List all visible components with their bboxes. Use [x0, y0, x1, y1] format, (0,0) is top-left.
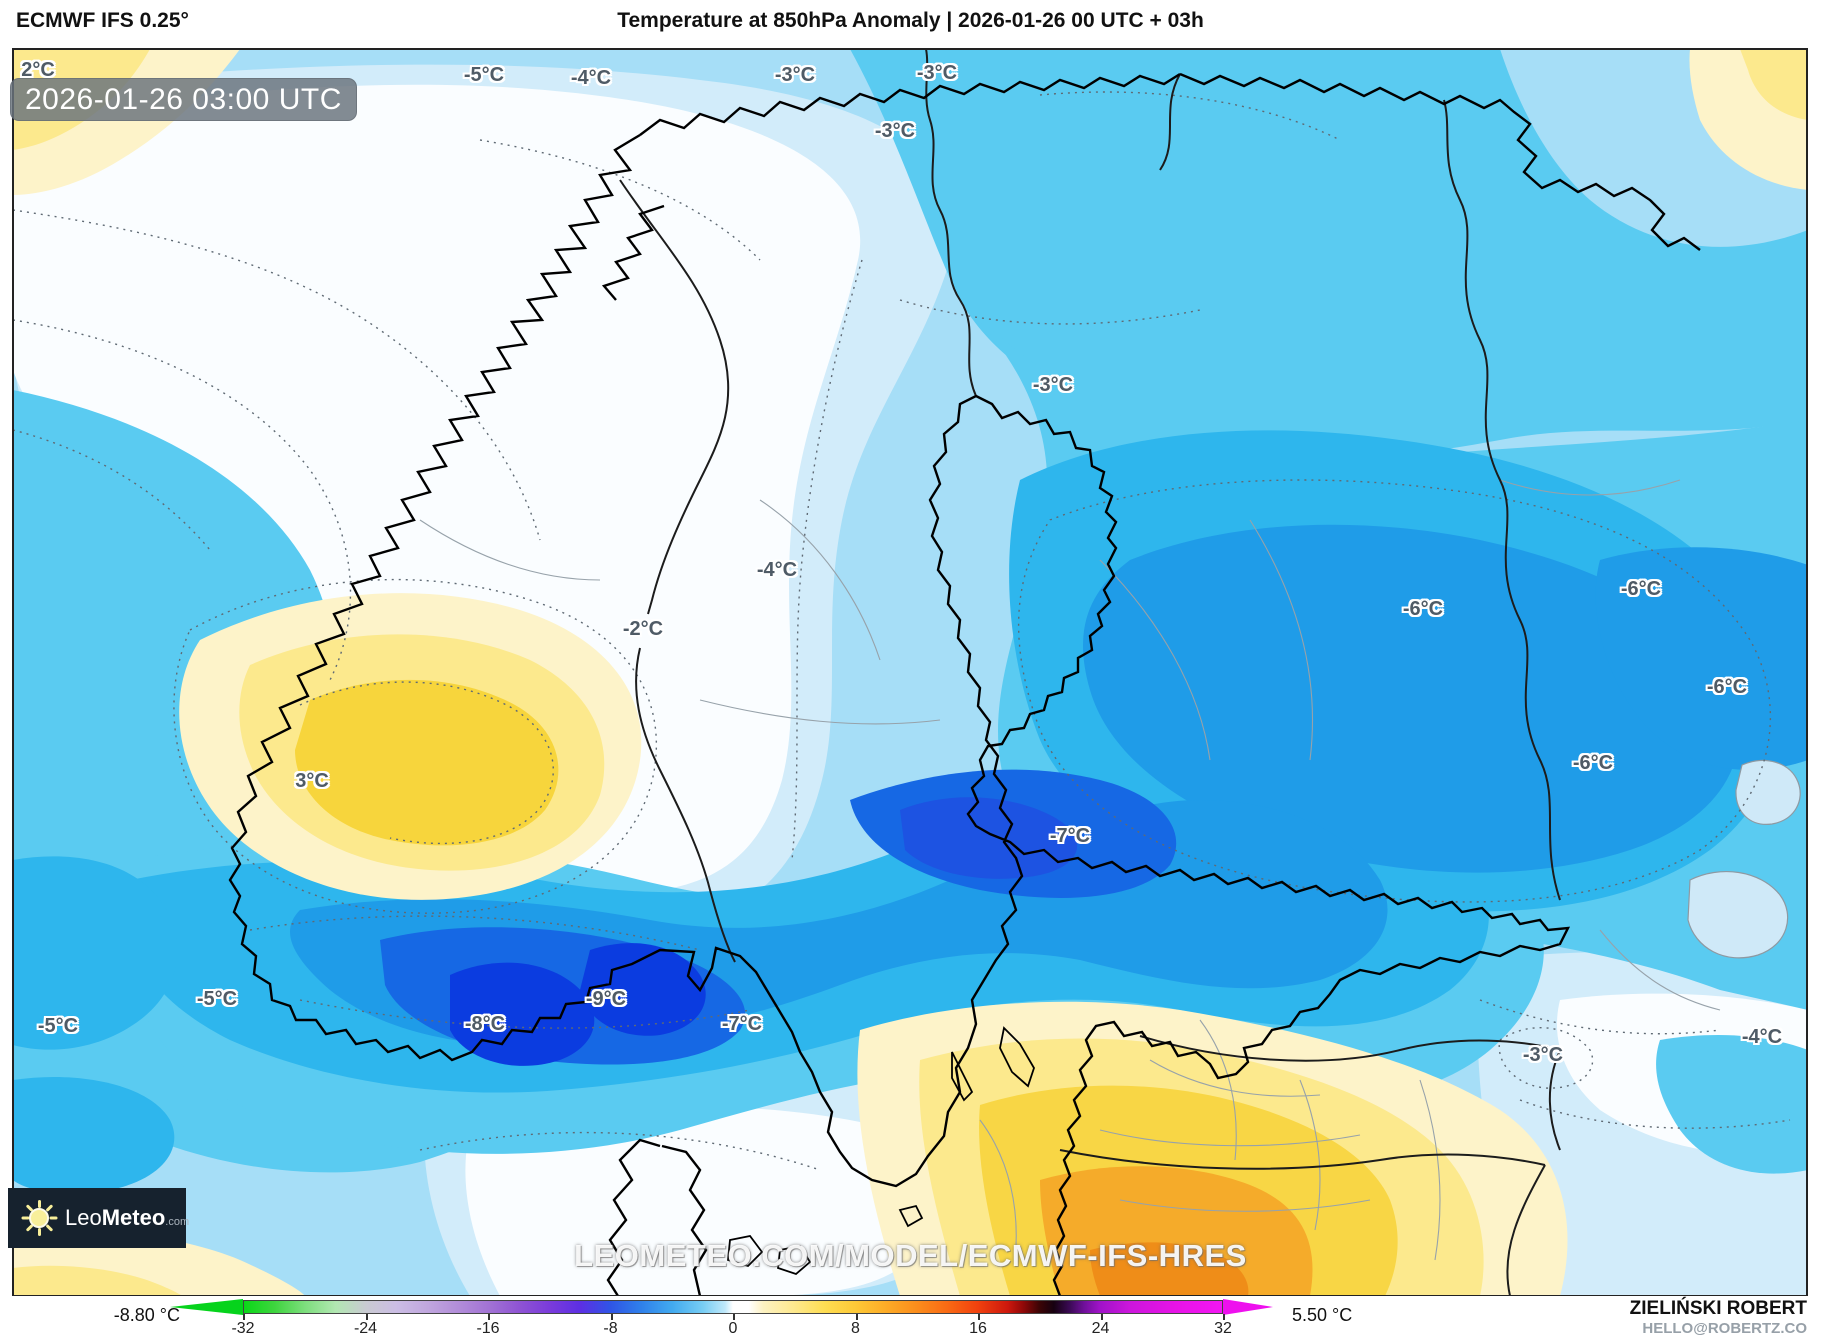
timestamp-text: 2026-01-26 03:00 UTC: [25, 82, 342, 116]
colorbar-tick-mark: [365, 1314, 368, 1320]
logo-brand-bold: Meteo: [101, 1205, 166, 1230]
colorbar-tick-mark: [488, 1314, 490, 1320]
temp-label: -6°C: [1706, 676, 1748, 699]
model-name: ECMWF IFS 0.25°: [16, 9, 189, 32]
temp-label: -5°C: [37, 1015, 79, 1038]
sun-core: [29, 1208, 49, 1228]
colorbar-gradient: [243, 1300, 1223, 1314]
anomaly-zone-deepblue-finland: [1083, 524, 1740, 873]
colorbar-tick-label: -32: [231, 1320, 255, 1337]
sun-ray: [49, 1216, 58, 1220]
colorbar-tick-label: 32: [1214, 1320, 1232, 1337]
temp-label: -6°C: [1620, 578, 1662, 601]
credit-email: HELLO@ROBERTZ.CO: [1642, 1320, 1807, 1337]
lake-onega: [1735, 759, 1801, 825]
anomaly-zone-midblue-left2: [13, 1076, 175, 1194]
footer-bar: -8.80 °C 5.50 °C -32 -24 -16 -8 0 8 16 24 32 ZIE…: [0, 1296, 1821, 1338]
sun-ray: [38, 1200, 41, 1208]
temp-label: -9°C: [585, 988, 627, 1011]
temp-label: -8°C: [464, 1013, 506, 1036]
watermark-text: LEOMETEO.COM/MODEL/ECMWF-IFS-HRES: [574, 1238, 1247, 1273]
colorbar-min-label: -8.80 °C: [113, 1305, 180, 1325]
anomaly-zone-white-nw: [13, 84, 861, 892]
page-title: Temperature at 850hPa Anomaly | 2026-01-…: [617, 9, 1204, 32]
anomaly-zone-deepest-baltic: [900, 797, 1078, 879]
anomaly-zone-deeporange-baltic: [1090, 1242, 1249, 1296]
logo-brand-light: Leo: [65, 1205, 102, 1230]
lake-ladoga: [1687, 870, 1789, 959]
leometeo-logo: LeoMeteo.com: [8, 1188, 189, 1248]
colorbar-tick-mark: [855, 1314, 858, 1320]
temp-label: -7°C: [721, 1013, 763, 1036]
colorbar-tick-label: 8: [851, 1320, 860, 1337]
colorbar-tick-mark: [243, 1314, 245, 1320]
header-bar: ECMWF IFS 0.25° Temperature at 850hPa An…: [0, 0, 1821, 48]
anomaly-zone-deepest-2: [580, 943, 706, 1036]
colorbar-tick-mark: [1100, 1314, 1103, 1320]
colorbar-tick-mark: [610, 1314, 613, 1320]
colorbar-tick-mark: [1223, 1314, 1225, 1320]
temp-label: 3°C: [295, 770, 329, 793]
colorbar-tick-mark: [733, 1314, 735, 1320]
country-borders: [619, 49, 1561, 1296]
timestamp-overlay: 2026-01-26 03:00 UTC: [10, 78, 357, 121]
anomaly-zone-yellow-topright: [1740, 49, 1807, 120]
temp-label: -4°C: [570, 67, 612, 90]
colorbar-max-label: 5.50 °C: [1292, 1305, 1353, 1325]
temp-label: -7°C: [1049, 825, 1091, 848]
colorbar-tick-label: -24: [353, 1320, 378, 1337]
colorbar-tick-label: -16: [476, 1320, 500, 1337]
colorbar-tick-label: -8: [603, 1320, 618, 1337]
regional-borders: [419, 479, 1721, 1261]
temp-label: -6°C: [1572, 752, 1614, 775]
anomaly-zone-midblue-left1: [13, 856, 178, 1050]
temp-label: -4°C: [756, 559, 798, 582]
colorbar-tick-mark: [978, 1314, 980, 1320]
credit-name: ZIELIŃSKI ROBERT: [1629, 1298, 1807, 1319]
anomaly-zone-deepblue-ne: [1595, 547, 1807, 770]
logo-suffix: .com: [165, 1216, 190, 1228]
sun-ray: [38, 1228, 41, 1236]
logo-wordmark: LeoMeteo.com: [65, 1205, 189, 1231]
contour-dotted: [13, 91, 1791, 1171]
sun-ray: [45, 1224, 54, 1232]
temp-label: -5°C: [463, 64, 505, 87]
temp-label: -3°C: [774, 64, 816, 87]
colorbar-left-arrow: [170, 1299, 243, 1315]
colorbar-tick-label: 24: [1091, 1320, 1110, 1337]
temp-label: -3°C: [916, 62, 958, 85]
islands: [727, 1026, 1035, 1276]
temp-label: -3°C: [1522, 1044, 1564, 1067]
anomaly-zone-deepyellow-norway: [295, 679, 559, 846]
anomaly-zone-cyan-tongue-se: [1656, 1035, 1807, 1174]
sun-icon: [21, 1200, 58, 1236]
temp-label: -4°C: [1741, 1026, 1783, 1049]
temp-label: -3°C: [1032, 374, 1074, 397]
anomaly-zone-yellow-bottomleft: [13, 1265, 182, 1296]
temp-label: 2°C: [21, 59, 55, 82]
temp-label: -5°C: [196, 988, 238, 1011]
anomaly-zone-white-denmark: [465, 1106, 936, 1296]
colorbar-right-arrow: [1223, 1299, 1273, 1315]
temp-label: -6°C: [1402, 598, 1444, 621]
coastlines: [228, 72, 1701, 1296]
colorbar-tick-label: 16: [969, 1320, 987, 1337]
temp-label: -2°C: [622, 618, 664, 641]
temp-label: -3°C: [874, 120, 916, 143]
colorbar-tick-label: 0: [728, 1320, 738, 1337]
